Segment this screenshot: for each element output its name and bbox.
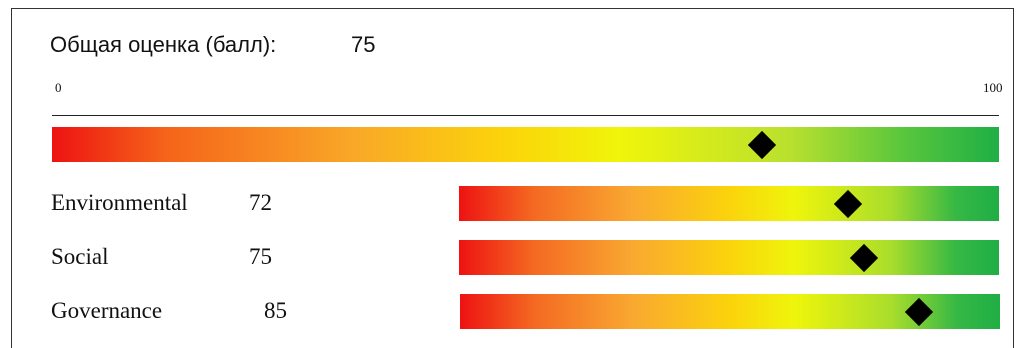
category-value-1: 75 [249,244,272,269]
overall-score: 75 [351,32,376,57]
category-bar-1 [459,240,999,275]
axis-min-tick: 0 [55,80,62,95]
chart-frame [11,8,1014,348]
axis-line [52,115,999,116]
category-label-2: Governance [51,298,163,323]
category-label-0: Environmental [51,190,188,215]
chart-title: Общая оценка (балл): [50,32,277,57]
category-label-1: Social [51,244,109,269]
category-value-2: 85 [264,298,287,323]
category-bar-0 [459,186,999,221]
category-value-0: 72 [249,190,272,215]
axis-max-tick: 100 [983,80,1003,95]
overall-score-bar [52,127,999,162]
